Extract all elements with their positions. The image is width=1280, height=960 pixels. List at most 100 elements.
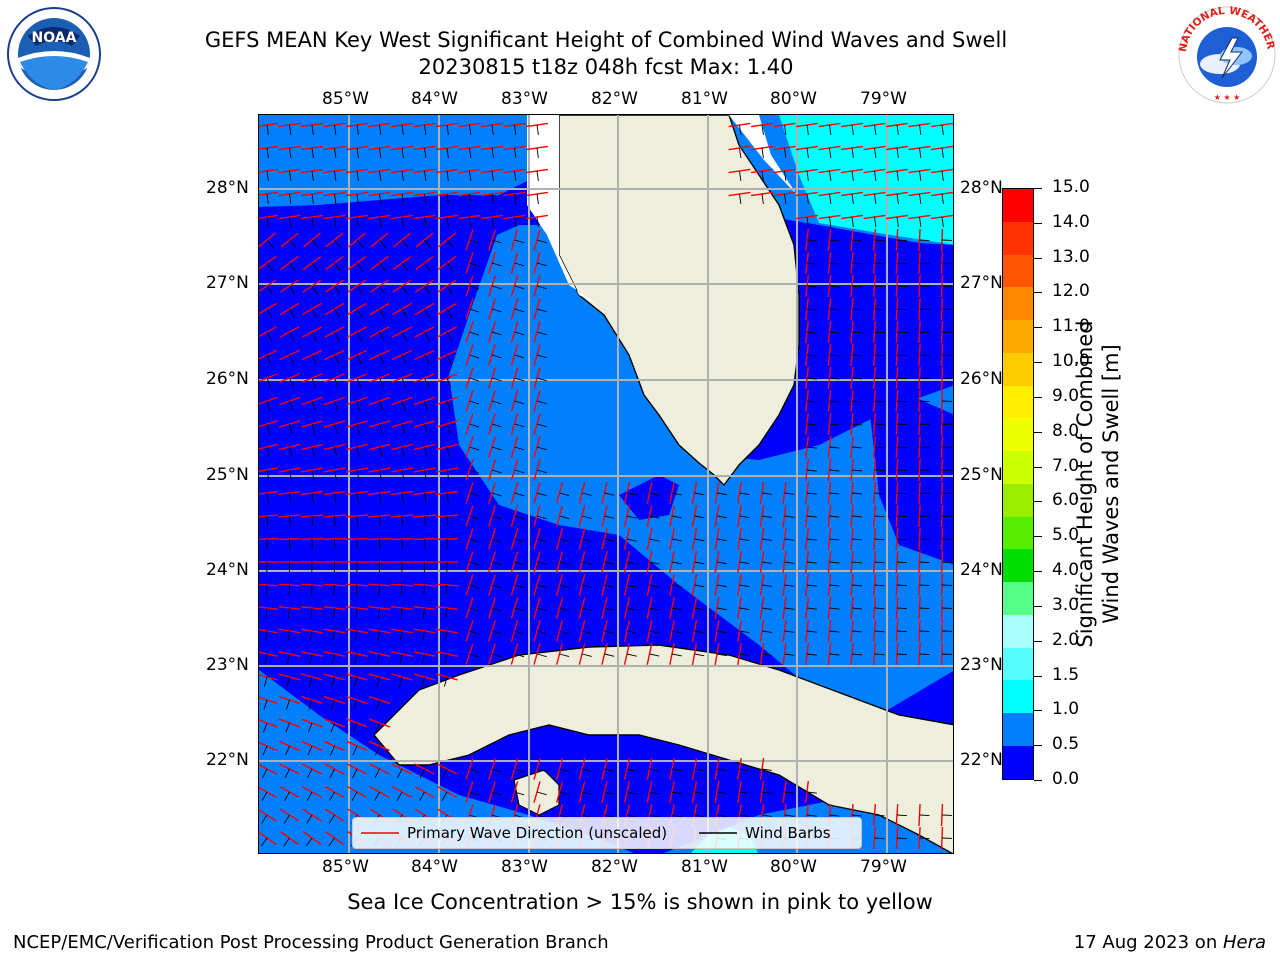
lon-label: 84°W [411, 857, 458, 877]
wind-barb [283, 814, 290, 824]
wind-barb [311, 423, 316, 434]
wind-barb [421, 653, 425, 664]
wind-barb [264, 653, 268, 664]
colorbar-tick-label: 12.0 [1052, 281, 1090, 302]
wind-barb [829, 584, 840, 587]
colorbar-label-line1: Significant Height of Combined [1073, 320, 1097, 648]
wind-barb [896, 285, 908, 288]
ocean-mid-zone [259, 670, 634, 853]
wind-barb [401, 124, 404, 135]
wind-barb [356, 423, 361, 434]
wind-barb [536, 239, 547, 244]
chart-title: GEFS MEAN Key West Significant Height of… [204, 28, 1008, 52]
wind-barb [851, 331, 862, 334]
wind-barb [581, 561, 592, 565]
wind-barb [761, 630, 772, 633]
wind-barb [604, 515, 615, 519]
wind-barb [671, 538, 682, 542]
wind-barb [469, 515, 480, 520]
wind-barb [307, 768, 313, 779]
colorbar-tick-mark [1034, 675, 1042, 677]
wind-barb [896, 814, 908, 817]
wind-barb [919, 515, 930, 517]
wind-barb [491, 538, 502, 543]
wind-barb [310, 607, 313, 618]
wind-barb [266, 354, 272, 365]
wind-barb [377, 607, 380, 618]
wind-barb [491, 193, 494, 204]
wind-barb [806, 791, 817, 794]
wind-barb [379, 492, 382, 503]
wind-barb [469, 193, 472, 204]
wind-barb [536, 768, 547, 773]
wind-barb [919, 630, 930, 632]
wind-barb [469, 216, 472, 227]
wind-barb [896, 469, 908, 472]
wind-barb [356, 446, 360, 457]
wind-barb [694, 538, 705, 542]
sea-ice-note: Sea Ice Concentration > 15% is shown in … [347, 890, 933, 914]
wind-barb [445, 584, 448, 596]
wind-barb [806, 423, 817, 426]
wind-barb [919, 446, 930, 448]
wind-barb [671, 630, 682, 634]
colorbar-tick-mark [1034, 780, 1042, 781]
wind-barb [896, 538, 908, 541]
wind-barb [311, 515, 314, 527]
wind-barb [379, 423, 383, 434]
wind-barb [266, 515, 269, 527]
wind-barb [896, 262, 908, 265]
wind-barb [806, 285, 817, 288]
wind-barb [829, 814, 840, 817]
wind-barb [896, 331, 908, 334]
colorbar-tick-label: 9.0 [1052, 385, 1080, 406]
wind-barb [356, 515, 359, 527]
wind-barb [739, 170, 742, 181]
wind-barb [491, 584, 502, 589]
wind-barb [649, 630, 660, 634]
wind-barb [536, 308, 547, 313]
wind-barb [514, 354, 525, 359]
wind-barb [354, 630, 358, 641]
wind-barb [491, 308, 502, 313]
wind-barb [851, 308, 862, 311]
wind-barb [536, 446, 547, 451]
wind-barb [401, 377, 407, 388]
wind-barb [761, 515, 772, 518]
wind-barb [739, 814, 750, 818]
wind-barb [604, 584, 615, 588]
wind-barb [287, 630, 290, 641]
wind-barb [919, 239, 930, 241]
wind-barb [514, 377, 525, 382]
wind-barb [375, 745, 380, 756]
colorbar-tick-label: 14.0 [1052, 211, 1090, 232]
wind-barb [266, 170, 269, 181]
wind-barb [919, 584, 930, 586]
wind-barb [649, 607, 660, 611]
wind-barb [266, 423, 271, 434]
wind-barb [536, 377, 547, 382]
wind-barb [289, 492, 292, 503]
wind-barb [536, 469, 547, 474]
wind-barb [446, 492, 449, 503]
wind-barb [330, 722, 335, 733]
wind-barb [285, 699, 290, 710]
wind-barb [446, 469, 450, 480]
wind-barb [355, 607, 358, 618]
lat-label: 28°N [206, 178, 249, 198]
wind-barb [330, 699, 335, 710]
wind-barb [761, 492, 772, 495]
wind-barb [649, 515, 660, 519]
wind-barb [443, 676, 448, 687]
colorbar-tick-mark [1034, 501, 1042, 503]
wind-barb [536, 791, 547, 796]
colorbar-tick-label: 1.5 [1052, 664, 1080, 685]
colorbar-swatch [1003, 221, 1033, 255]
wind-barb [424, 262, 431, 272]
colorbar-tick-mark [1034, 466, 1042, 468]
wind-barb [491, 561, 502, 566]
wind-barb [716, 584, 727, 588]
colorbar-swatch [1003, 582, 1033, 615]
wind-barb [261, 791, 268, 801]
wind-barb [422, 607, 425, 618]
